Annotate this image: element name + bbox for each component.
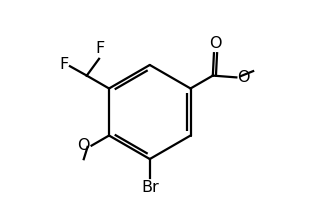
- Text: O: O: [209, 36, 222, 51]
- Text: F: F: [95, 41, 105, 56]
- Text: O: O: [77, 138, 90, 153]
- Text: F: F: [59, 57, 68, 72]
- Text: Br: Br: [141, 180, 159, 195]
- Text: O: O: [238, 70, 250, 85]
